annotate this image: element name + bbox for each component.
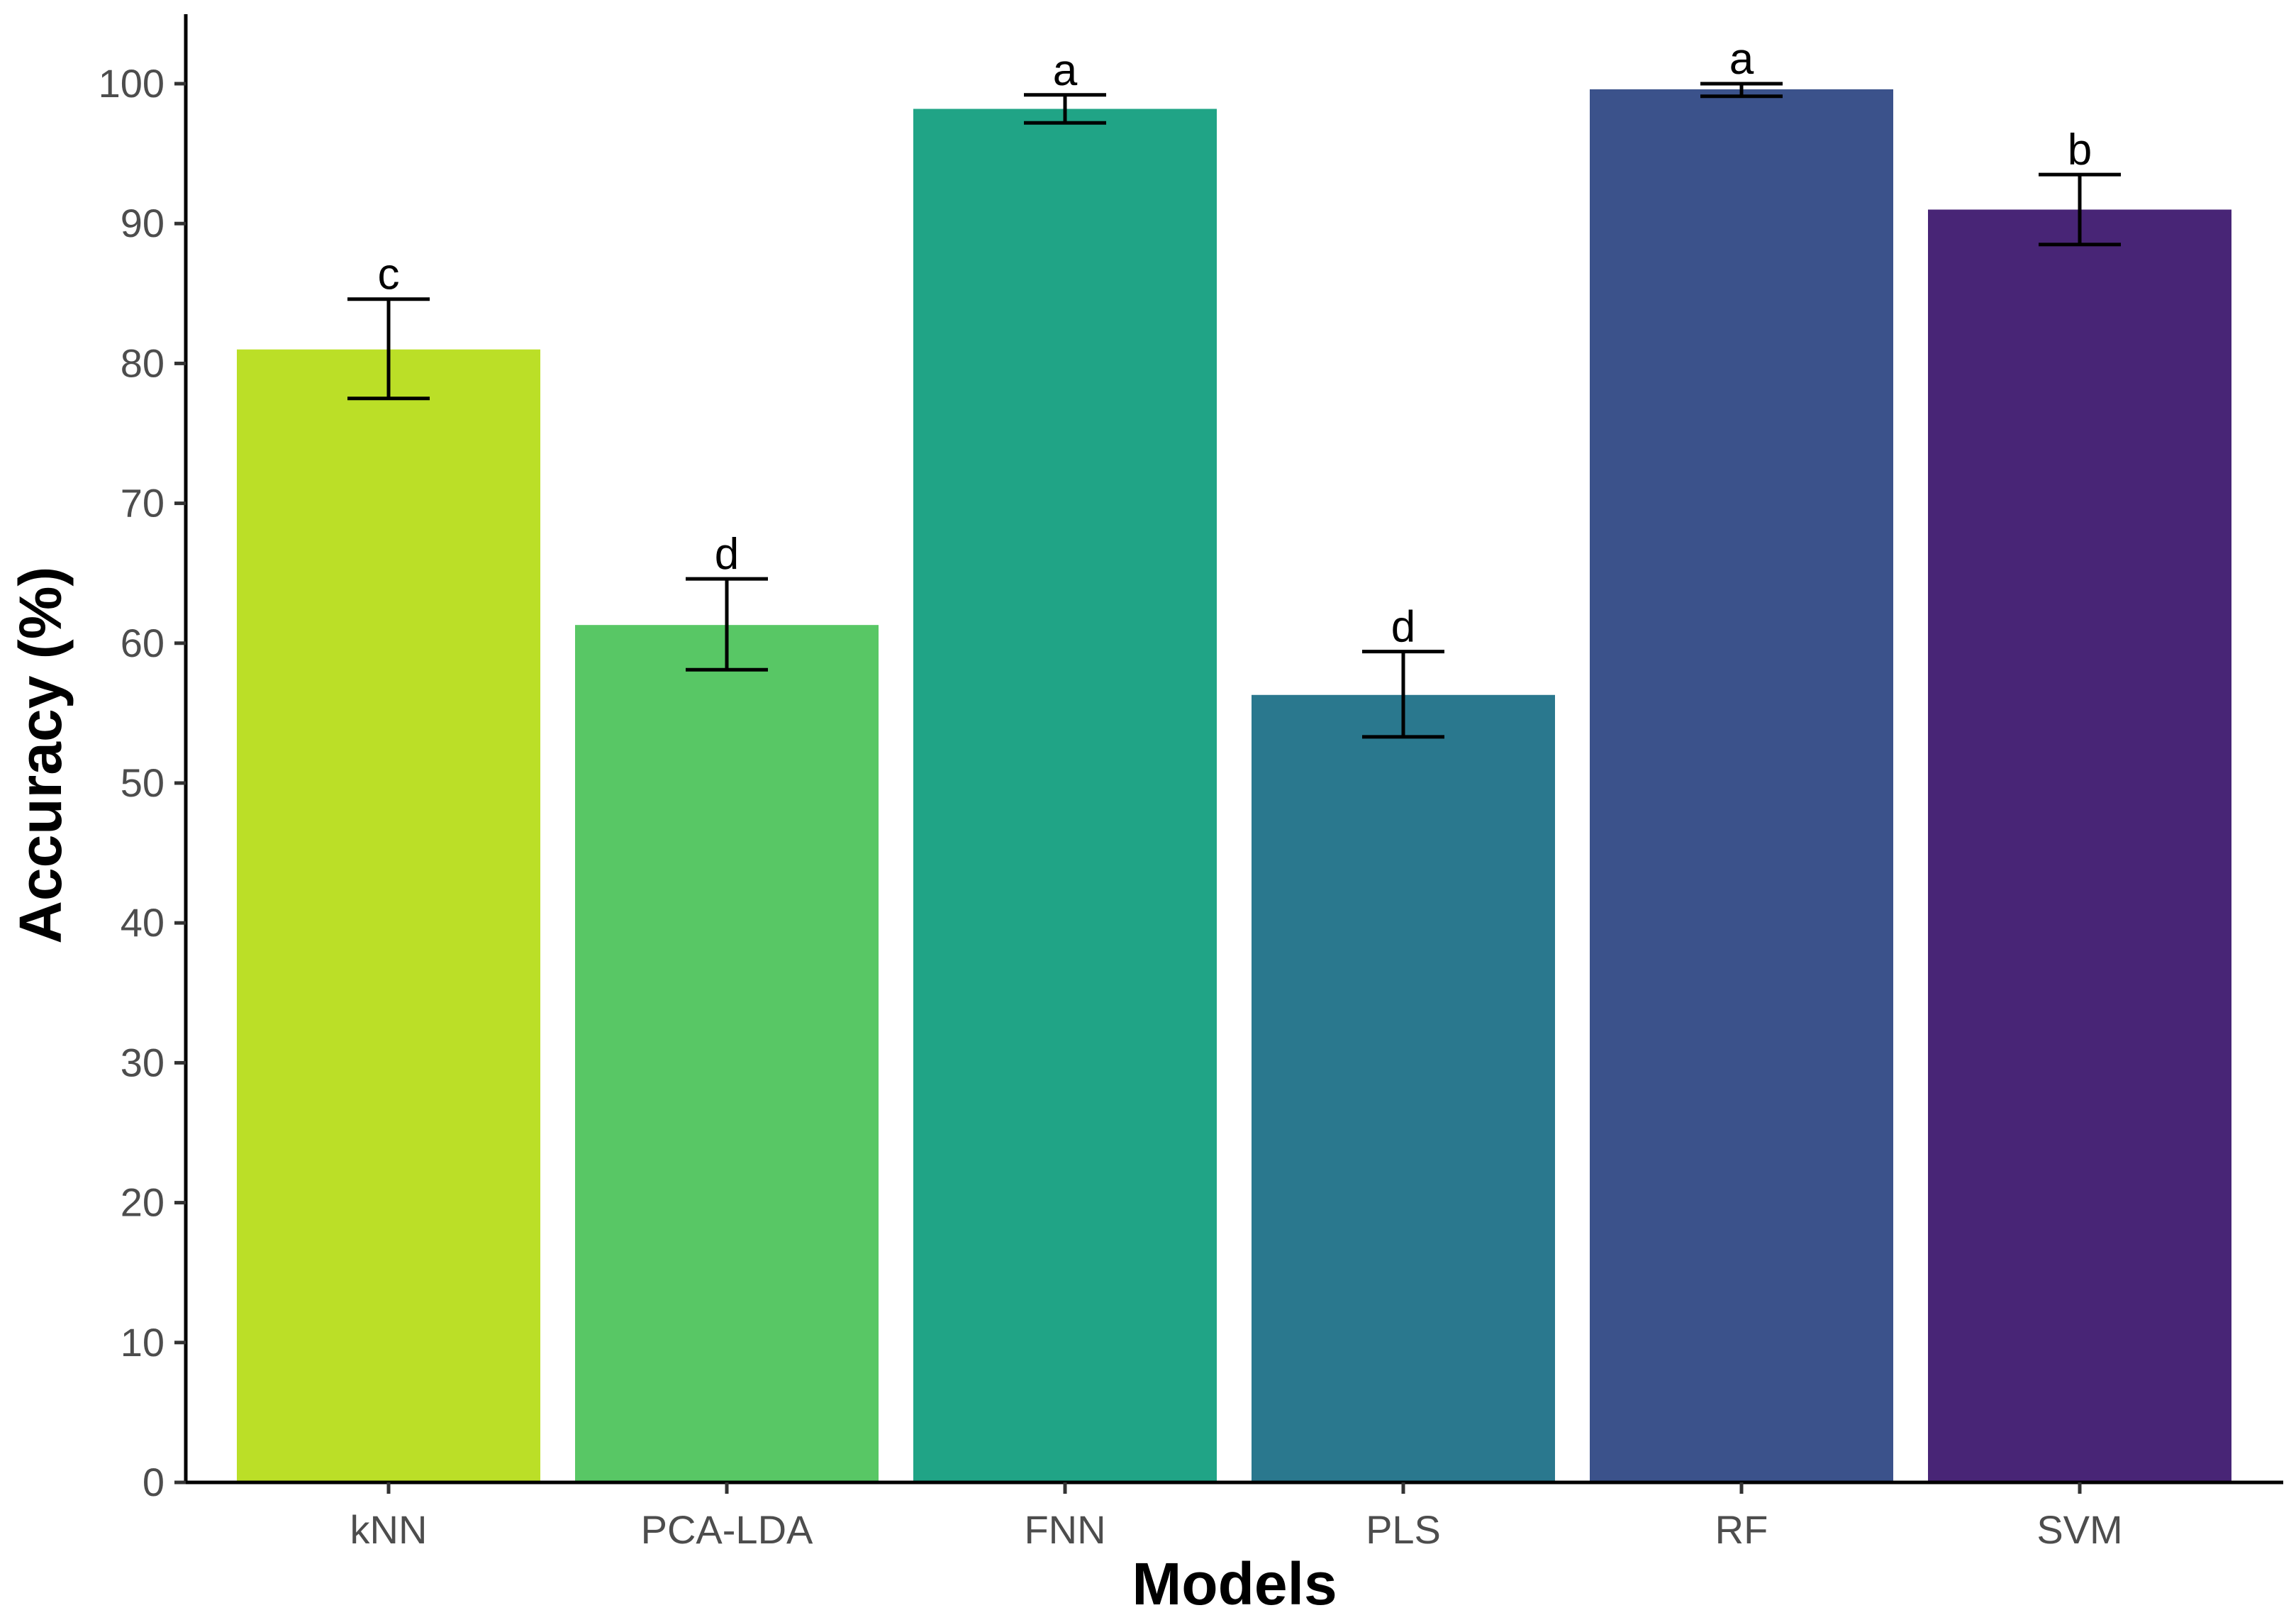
- error-bar-pls: [1362, 650, 1444, 739]
- y-tick-label: 60: [121, 621, 165, 665]
- y-tick-label: 30: [121, 1040, 165, 1084]
- y-tick-label: 20: [121, 1180, 165, 1225]
- y-axis-title: Accuracy (%): [7, 567, 74, 944]
- error-bars-layer: [347, 82, 2121, 739]
- error-bar-fnn: [1024, 93, 1106, 125]
- x-tick-label-rf: RF: [1715, 1507, 1768, 1552]
- error-bar-pca-lda: [686, 577, 768, 672]
- y-tick-label: 0: [143, 1460, 165, 1504]
- significance-labels-layer: c d a d a b: [378, 35, 2092, 652]
- y-tick-label: 50: [121, 760, 165, 805]
- significance-label-pca-lda: d: [715, 530, 739, 579]
- bar-pca-lda: [575, 625, 879, 1482]
- y-tick-label: 90: [121, 201, 165, 245]
- x-tick-label-pca-lda: PCA-LDA: [641, 1507, 813, 1552]
- y-tick-label: 100: [99, 61, 165, 106]
- x-tick-label-pls: PLS: [1366, 1507, 1441, 1552]
- significance-label-knn: c: [378, 250, 400, 299]
- significance-label-rf: a: [1729, 35, 1754, 84]
- y-tick-label: 10: [121, 1320, 165, 1365]
- bar-pls: [1252, 694, 1555, 1483]
- bar-svm: [1928, 209, 2231, 1483]
- axes-layer: [184, 14, 2283, 1485]
- y-tick-label: 80: [121, 340, 165, 385]
- error-bar-svm: [2039, 172, 2121, 247]
- x-tick-label-svm: SVM: [2036, 1507, 2122, 1552]
- bars-layer: [237, 89, 2231, 1483]
- significance-label-pls: d: [1391, 603, 1415, 652]
- bar-fnn: [913, 109, 1217, 1483]
- bar-knn: [237, 349, 540, 1483]
- significance-label-fnn: a: [1053, 46, 1078, 95]
- x-tick-label-fnn: FNN: [1024, 1507, 1105, 1552]
- x-axis-title: Models: [1132, 1550, 1337, 1617]
- ticks-layer: 0 10 20 30 40 50 60 70 80 90 100 kNN PCA-LDA FNN PLS RF…: [99, 61, 2123, 1552]
- error-bar-rf: [1700, 82, 1783, 99]
- y-tick-label: 70: [121, 481, 165, 526]
- y-tick-label: 40: [121, 900, 165, 945]
- significance-label-svm: b: [2068, 126, 2092, 174]
- bar-rf: [1590, 89, 1893, 1483]
- x-tick-label-knn: kNN: [350, 1507, 428, 1552]
- error-bar-knn: [347, 297, 430, 401]
